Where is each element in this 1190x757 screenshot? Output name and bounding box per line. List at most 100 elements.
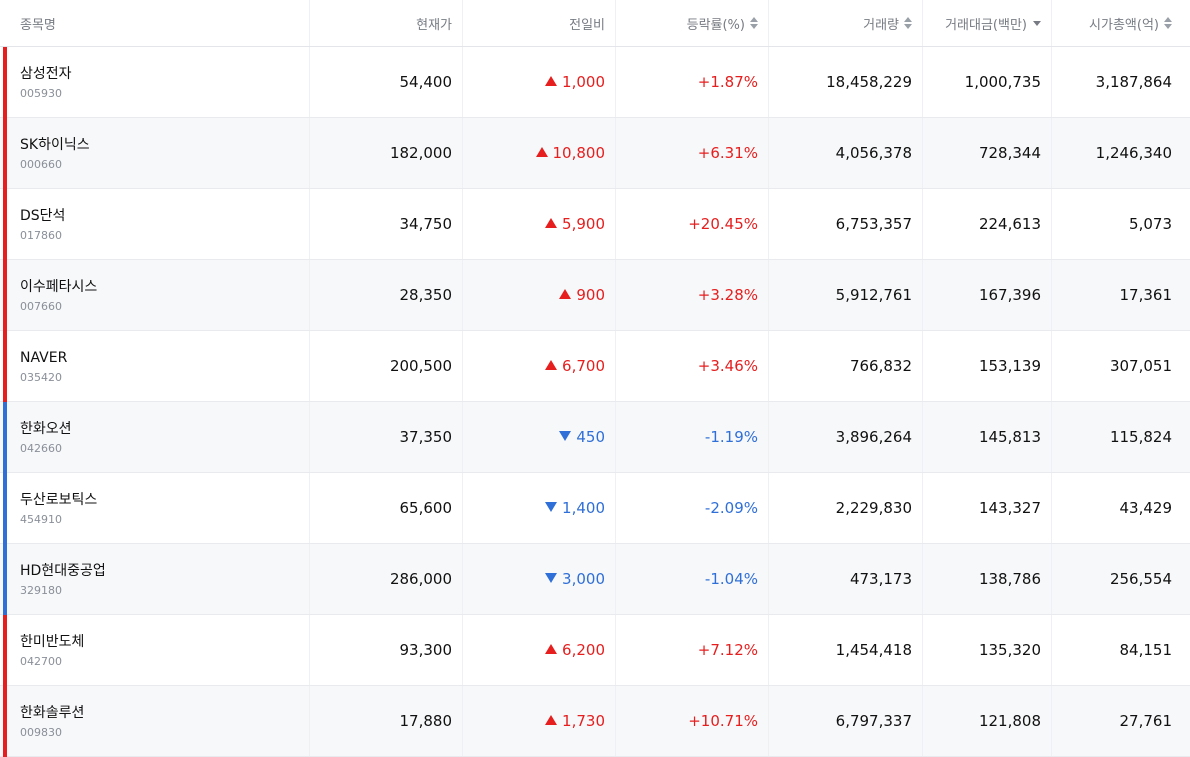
rate-cell: +7.12% [616,615,769,685]
header-amount-sort-button[interactable]: 거래대금(백만) [923,0,1052,46]
trading-amount: 135,320 [978,641,1041,659]
price-change: 6,700 [562,357,605,375]
stock-code: 454910 [20,512,62,526]
trading-volume: 3,896,264 [835,428,912,446]
price-change: 1,400 [562,499,605,517]
price-change: 1,730 [562,712,605,730]
trading-volume: 4,056,378 [835,144,912,162]
stock-name-link[interactable]: 이수페타시스 [20,278,98,295]
price-cell: 182,000 [310,118,463,188]
trading-amount: 224,613 [978,215,1041,233]
stock-name-link[interactable]: SK하이닉스 [20,136,90,153]
direction-marker [3,686,7,757]
volume-cell: 4,056,378 [769,118,923,188]
amount-cell: 145,813 [923,402,1052,472]
volume-cell: 3,896,264 [769,402,923,472]
table-row[interactable]: 이수페타시스 007660 28,350 900 +3.28% 5,912,76… [0,260,1190,331]
volume-cell: 766,832 [769,331,923,401]
change-cell: 10,800 [463,118,616,188]
market-cap-cell: 5,073 [1052,189,1182,259]
header-market-cap-sort-button[interactable]: 시가총액(억) [1052,0,1182,46]
market-cap: 43,429 [1119,499,1173,517]
triangle-down-icon [559,431,572,441]
current-price: 65,600 [399,499,453,517]
table-row[interactable]: 한미반도체 042700 93,300 6,200 +7.12% 1,454,4… [0,615,1190,686]
stock-name-link[interactable]: 한화오션 [20,420,72,437]
volume-cell: 6,753,357 [769,189,923,259]
table-row[interactable]: NAVER 035420 200,500 6,700 +3.46% 766,83… [0,331,1190,402]
change-rate: +6.31% [697,144,758,162]
volume-cell: 18,458,229 [769,47,923,117]
stock-name-link[interactable]: 두산로보틱스 [20,491,98,508]
change-rate: +7.12% [697,641,758,659]
trading-volume: 2,229,830 [835,499,912,517]
name-cell: 이수페타시스 007660 [0,260,310,330]
trading-amount: 143,327 [978,499,1041,517]
header-market-cap-label: 시가총액(억) [1089,17,1159,33]
header-change-cell: 전일비 [463,0,616,46]
name-cell: DS단석 017860 [0,189,310,259]
stock-code: 017860 [20,228,62,242]
header-volume-label: 거래량 [863,17,899,33]
stock-name-link[interactable]: NAVER [20,349,68,366]
volume-cell: 5,912,761 [769,260,923,330]
trading-volume: 5,912,761 [835,286,912,304]
current-price: 17,880 [399,712,453,730]
change-rate: +20.45% [688,215,758,233]
stock-name-link[interactable]: HD현대중공업 [20,562,106,579]
volume-cell: 2,229,830 [769,473,923,543]
stock-name-link[interactable]: 한화솔루션 [20,704,85,721]
table-row[interactable]: DS단석 017860 34,750 5,900 +20.45% 6,753,3… [0,189,1190,260]
rate-cell: -2.09% [616,473,769,543]
trading-volume: 473,173 [849,570,912,588]
price-change: 5,900 [562,215,605,233]
market-cap: 3,187,864 [1095,73,1172,91]
market-cap: 5,073 [1129,215,1172,233]
triangle-up-icon [545,360,558,370]
rate-cell: -1.19% [616,402,769,472]
market-cap-cell: 115,824 [1052,402,1182,472]
market-cap-cell: 1,246,340 [1052,118,1182,188]
change-rate: -1.19% [704,428,758,446]
change-cell: 1,730 [463,686,616,756]
trading-amount: 138,786 [978,570,1041,588]
price-cell: 28,350 [310,260,463,330]
direction-marker [3,615,7,686]
price-change: 3,000 [562,570,605,588]
change-cell: 6,200 [463,615,616,685]
change-cell: 1,000 [463,47,616,117]
header-rate-sort-button[interactable]: 등락률(%) [616,0,769,46]
table-row[interactable]: 한화솔루션 009830 17,880 1,730 +10.71% 6,797,… [0,686,1190,757]
amount-cell: 728,344 [923,118,1052,188]
header-name-label: 종목명 [20,17,56,33]
market-cap: 84,151 [1119,641,1173,659]
stock-code: 329180 [20,583,62,597]
header-price-label: 현재가 [416,17,452,33]
trading-amount: 167,396 [978,286,1041,304]
amount-cell: 121,808 [923,686,1052,756]
volume-cell: 1,454,418 [769,615,923,685]
table-row[interactable]: HD현대중공업 329180 286,000 3,000 -1.04% 473,… [0,544,1190,615]
name-cell: 한미반도체 042700 [0,615,310,685]
price-change: 900 [576,286,605,304]
trading-amount: 728,344 [978,144,1041,162]
price-cell: 17,880 [310,686,463,756]
stock-name-link[interactable]: DS단석 [20,207,66,224]
price-cell: 286,000 [310,544,463,614]
direction-marker [3,47,7,118]
table-row[interactable]: SK하이닉스 000660 182,000 10,800 +6.31% 4,05… [0,118,1190,189]
price-change: 6,200 [562,641,605,659]
header-change-label: 전일비 [569,17,605,33]
change-cell: 450 [463,402,616,472]
change-cell: 3,000 [463,544,616,614]
table-row[interactable]: 삼성전자 005930 54,400 1,000 +1.87% 18,458,2… [0,47,1190,118]
market-cap: 17,361 [1119,286,1173,304]
stock-code: 007660 [20,299,62,313]
stock-name-link[interactable]: 한미반도체 [20,633,85,650]
stock-name-link[interactable]: 삼성전자 [20,65,72,82]
table-row[interactable]: 한화오션 042660 37,350 450 -1.19% 3,896,264 … [0,402,1190,473]
current-price: 28,350 [399,286,453,304]
table-row[interactable]: 두산로보틱스 454910 65,600 1,400 -2.09% 2,229,… [0,473,1190,544]
header-volume-sort-button[interactable]: 거래량 [769,0,923,46]
